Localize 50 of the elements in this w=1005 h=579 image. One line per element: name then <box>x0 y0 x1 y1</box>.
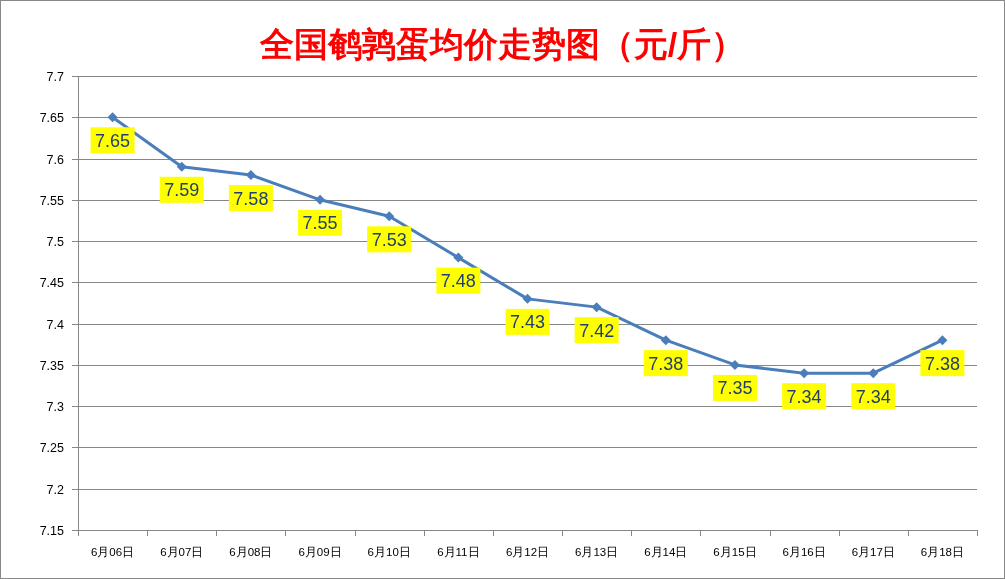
x-tick-label: 6月12日 <box>505 546 550 558</box>
data-label: 7.48 <box>440 271 476 292</box>
point <box>591 302 602 313</box>
data-label: 7.59 <box>164 180 200 201</box>
y-tick-label: 7.7 <box>46 70 65 84</box>
x-tick-label: 6月14日 <box>644 546 688 558</box>
point <box>453 252 464 263</box>
y-tick-label: 7.6 <box>46 153 65 167</box>
data-label: 7.65 <box>95 130 131 151</box>
y-tick-label: 7.55 <box>39 194 65 208</box>
y-tick-label: 7.25 <box>39 441 65 455</box>
point <box>522 293 533 304</box>
x-tick-label: 6月06日 <box>90 546 135 558</box>
data-label: 7.35 <box>717 378 753 399</box>
x-tick-label: 6月15日 <box>713 546 757 558</box>
y-tick-label: 7.2 <box>46 483 65 497</box>
y-tick-label: 7.65 <box>39 111 65 125</box>
point <box>384 211 395 222</box>
point <box>868 368 879 379</box>
x-tick-label: 6月13日 <box>575 546 619 558</box>
y-tick-label: 7.35 <box>39 359 65 373</box>
x-tick-label: 6月17日 <box>851 546 895 558</box>
data-label: 7.38 <box>648 353 684 374</box>
data-label: 7.43 <box>509 312 546 333</box>
y-tick-label: 7.5 <box>46 235 65 249</box>
x-tick-label: 6月10日 <box>367 546 411 558</box>
x-tick-label: 6月07日 <box>160 546 204 558</box>
data-label: 7.55 <box>302 213 338 234</box>
x-tick-label: 6月08日 <box>229 546 273 558</box>
x-tick-label: 6月18日 <box>920 546 965 558</box>
data-label: 7.42 <box>579 320 615 341</box>
data-label: 7.53 <box>371 229 407 250</box>
y-tick-label: 7.3 <box>46 400 65 414</box>
data-label: 7.58 <box>233 188 269 209</box>
y-tick-label: 7.45 <box>39 276 65 290</box>
point <box>660 335 671 346</box>
point <box>315 194 326 205</box>
data-label: 7.34 <box>855 386 891 407</box>
x-tick-label: 6月11日 <box>437 546 480 558</box>
x-tick-label: 6月09日 <box>298 546 342 558</box>
point <box>176 161 187 172</box>
point <box>107 112 118 123</box>
y-tick-label: 7.4 <box>46 318 65 332</box>
data-label: 7.38 <box>924 353 960 374</box>
point <box>729 359 740 370</box>
y-tick-label: 7.15 <box>39 524 65 538</box>
data-label: 7.34 <box>786 386 822 407</box>
point <box>937 335 948 346</box>
x-tick-label: 6月16日 <box>782 546 826 558</box>
title: 全国鹌鹑蛋均价走势图（元/斤） <box>259 25 746 63</box>
